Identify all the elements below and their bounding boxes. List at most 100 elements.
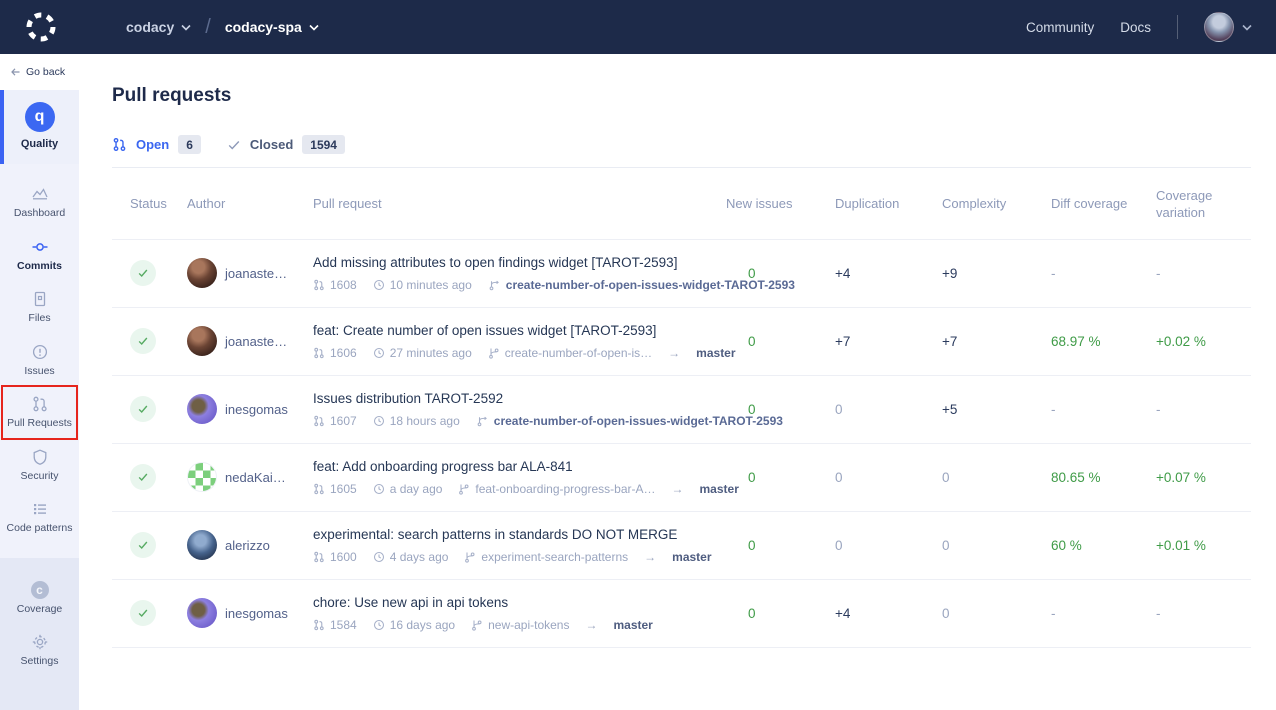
arrow-right-icon: → (585, 618, 597, 632)
author-avatar (187, 462, 217, 492)
table-row[interactable]: inesgomas chore: Use new api in api toke… (112, 580, 1251, 648)
pr-number: 1584 (313, 618, 357, 632)
diff-coverage-value: 60 % (1051, 538, 1156, 553)
repo-switcher[interactable]: codacy-spa (225, 19, 319, 35)
pr-title[interactable]: chore: Use new api in api tokens (313, 595, 726, 610)
col-complexity: Complexity (942, 196, 1051, 213)
chevron-down-icon (309, 24, 319, 31)
diff-coverage-value: 80.65 % (1051, 470, 1156, 485)
author-avatar (187, 326, 217, 356)
pull-request-icon (313, 415, 325, 427)
table-row[interactable]: inesgomas Issues distribution TAROT-2592… (112, 376, 1251, 444)
status-cell (130, 600, 187, 626)
tab-open[interactable]: Open 6 (112, 135, 201, 154)
status-passed-icon (130, 532, 156, 558)
sidebar-item-pull-requests[interactable]: Pull Requests (2, 386, 77, 439)
clock-icon (373, 483, 385, 495)
author-avatar (187, 530, 217, 560)
sidebar-item-security[interactable]: Security (0, 439, 79, 492)
table-row[interactable]: alerizzo experimental: search patterns i… (112, 512, 1251, 580)
sidebar-item-label: Code patterns (7, 523, 73, 535)
pull-request-icon (112, 137, 127, 152)
pr-cell: feat: Add onboarding progress bar ALA-84… (313, 459, 726, 496)
table-row[interactable]: nedaKai… feat: Add onboarding progress b… (112, 444, 1251, 512)
org-switcher[interactable]: codacy (126, 19, 191, 35)
sidebar-item-commits[interactable]: Commits (0, 229, 79, 282)
user-menu[interactable] (1204, 12, 1252, 42)
sidebar-item-label: Security (21, 471, 59, 483)
pull-request-icon (313, 279, 325, 291)
clock-icon (373, 619, 385, 631)
sidebar-item-settings[interactable]: Settings (0, 624, 79, 677)
closed-count-badge: 1594 (302, 135, 345, 154)
go-back-button[interactable]: Go back (0, 54, 79, 90)
sidebar-item-dashboard[interactable]: Dashboard (0, 176, 79, 229)
open-count-badge: 6 (178, 135, 201, 154)
col-status: Status (130, 196, 187, 213)
pr-number: 1605 (313, 482, 357, 496)
tab-open-label: Open (136, 137, 169, 152)
col-pull-request: Pull request (313, 196, 726, 213)
new-issues-value: 0 (726, 402, 835, 417)
status-cell (130, 328, 187, 354)
author-name: inesgomas (225, 606, 288, 621)
branch-icon (458, 483, 470, 495)
sidebar-item-coverage[interactable]: c Coverage (0, 572, 79, 625)
pr-title[interactable]: feat: Create number of open issues widge… (313, 323, 726, 338)
duplication-value: 0 (835, 538, 942, 553)
back-arrow-icon (11, 68, 20, 76)
new-issues-value: 0 (726, 334, 835, 349)
pr-number: 1607 (313, 414, 357, 428)
docs-link[interactable]: Docs (1120, 20, 1151, 35)
sidebar-item-issues[interactable]: Issues (0, 334, 79, 387)
arrow-right-icon: → (672, 482, 684, 496)
pr-title[interactable]: Issues distribution TAROT-2592 (313, 391, 726, 406)
pr-branch: feat-onboarding-progress-bar-A… (458, 482, 655, 496)
table-row[interactable]: joanaste… Add missing attributes to open… (112, 240, 1251, 308)
sidebar-item-label: Commits (17, 261, 62, 273)
clock-icon (373, 347, 385, 359)
sidebar-item-code-patterns[interactable]: Code patterns (0, 491, 79, 544)
user-avatar (1204, 12, 1234, 42)
author-name: joanaste… (225, 334, 287, 349)
pr-title[interactable]: Add missing attributes to open findings … (313, 255, 726, 270)
col-author: Author (187, 196, 313, 213)
pull-request-icon (31, 395, 49, 413)
pr-time: 4 days ago (373, 550, 449, 564)
duplication-value: +7 (835, 334, 942, 349)
author-cell: nedaKai… (187, 462, 313, 492)
pr-state-tabs: Open 6 Closed 1594 (112, 135, 1251, 168)
pull-request-icon (313, 347, 325, 359)
navbar-divider (1177, 15, 1178, 39)
breadcrumb-slash: / (205, 16, 211, 39)
sidebar-item-files[interactable]: Files (0, 281, 79, 334)
complexity-value: +5 (942, 402, 1051, 417)
pr-title[interactable]: feat: Add onboarding progress bar ALA-84… (313, 459, 726, 474)
main-content: Pull requests Open 6 Closed 1594 Status … (79, 54, 1276, 710)
branch-compare-icon (488, 279, 501, 291)
tab-closed[interactable]: Closed 1594 (227, 135, 345, 154)
codacy-logo-icon[interactable] (24, 10, 58, 44)
table-row[interactable]: joanaste… feat: Create number of open is… (112, 308, 1251, 376)
pr-title[interactable]: experimental: search patterns in standar… (313, 527, 726, 542)
new-issues-value: 0 (726, 470, 835, 485)
commit-icon (31, 238, 49, 256)
pr-meta: 1608 10 minutes ago create-number-of-ope… (313, 278, 726, 292)
chevron-down-icon (1242, 24, 1252, 31)
pr-meta: 1607 18 hours ago create-number-of-open-… (313, 414, 726, 428)
community-link[interactable]: Community (1026, 20, 1094, 35)
sidebar-item-quality[interactable]: q Quality (0, 90, 79, 164)
author-name: joanaste… (225, 266, 287, 281)
shield-icon (31, 448, 49, 466)
arrow-right-icon: → (668, 346, 680, 360)
author-cell: inesgomas (187, 598, 313, 628)
pr-meta: 1600 4 days ago experiment-search-patter… (313, 550, 726, 564)
author-avatar (187, 394, 217, 424)
app-window: codacy / codacy-spa Community Docs (0, 0, 1276, 710)
col-diff-coverage: Diff coverage (1051, 196, 1156, 213)
status-passed-icon (130, 600, 156, 626)
pr-time: 18 hours ago (373, 414, 460, 428)
pr-time: 16 days ago (373, 618, 455, 632)
pr-time: 10 minutes ago (373, 278, 472, 292)
author-name: alerizzo (225, 538, 270, 553)
